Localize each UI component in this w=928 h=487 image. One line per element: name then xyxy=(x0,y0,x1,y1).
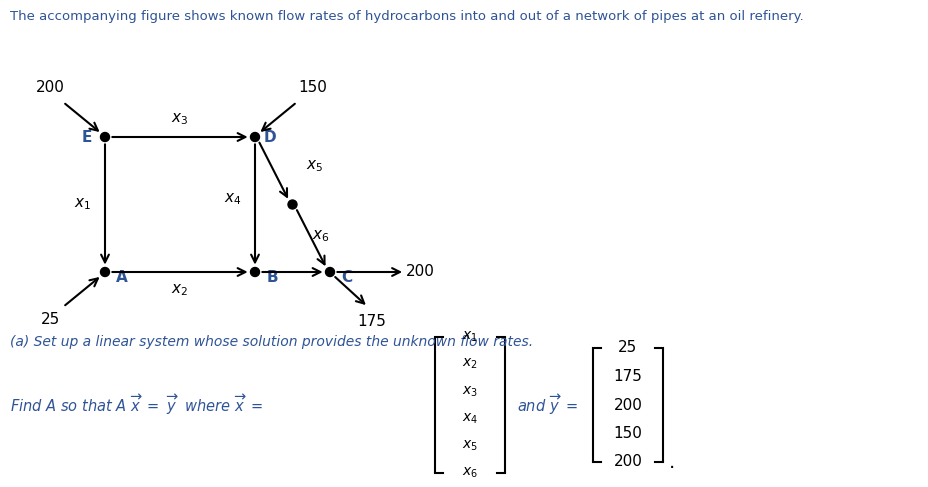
Text: B: B xyxy=(266,269,277,284)
Text: $x_2$: $x_2$ xyxy=(172,282,188,298)
Text: Find $A$ so that $A$ $\overrightarrow{x}$ $=$ $\overrightarrow{y}$  where $\over: Find $A$ so that $A$ $\overrightarrow{x}… xyxy=(10,393,263,417)
Text: 150: 150 xyxy=(298,79,327,94)
Text: The accompanying figure shows known flow rates of hydrocarbons into and out of a: The accompanying figure shows known flow… xyxy=(10,10,803,23)
Text: $x_1$: $x_1$ xyxy=(74,197,92,212)
Text: E: E xyxy=(82,130,92,145)
Text: 25: 25 xyxy=(618,340,637,356)
Text: 200: 200 xyxy=(35,79,64,94)
Circle shape xyxy=(288,200,297,209)
Text: C: C xyxy=(342,269,353,284)
Text: $x_1$: $x_1$ xyxy=(461,330,477,344)
Text: (a) Set up a linear system whose solution provides the unknown flow rates.: (a) Set up a linear system whose solutio… xyxy=(10,335,533,349)
Text: $x_5$: $x_5$ xyxy=(461,439,478,453)
Text: $x_2$: $x_2$ xyxy=(461,357,477,372)
Circle shape xyxy=(100,267,110,277)
Text: $x_4$: $x_4$ xyxy=(461,412,478,426)
Circle shape xyxy=(251,267,259,277)
Text: $x_6$: $x_6$ xyxy=(312,228,329,244)
Text: $x_6$: $x_6$ xyxy=(461,466,478,480)
Text: .: . xyxy=(668,452,675,471)
Text: 25: 25 xyxy=(40,313,59,327)
Text: $x_4$: $x_4$ xyxy=(224,192,241,207)
Text: 175: 175 xyxy=(357,315,386,330)
Text: and $\overrightarrow{y}$ $=$: and $\overrightarrow{y}$ $=$ xyxy=(517,393,577,417)
Circle shape xyxy=(325,267,334,277)
Text: 200: 200 xyxy=(406,264,434,280)
Text: $x_3$: $x_3$ xyxy=(461,384,478,398)
Text: 200: 200 xyxy=(612,397,642,412)
Text: $x_5$: $x_5$ xyxy=(305,158,323,173)
Text: 200: 200 xyxy=(612,454,642,469)
Circle shape xyxy=(100,132,110,142)
Text: 150: 150 xyxy=(612,426,642,441)
Text: 175: 175 xyxy=(612,369,642,384)
Circle shape xyxy=(251,132,259,142)
Text: $x_3$: $x_3$ xyxy=(171,111,188,127)
Text: A: A xyxy=(116,269,128,284)
Text: D: D xyxy=(264,130,276,145)
